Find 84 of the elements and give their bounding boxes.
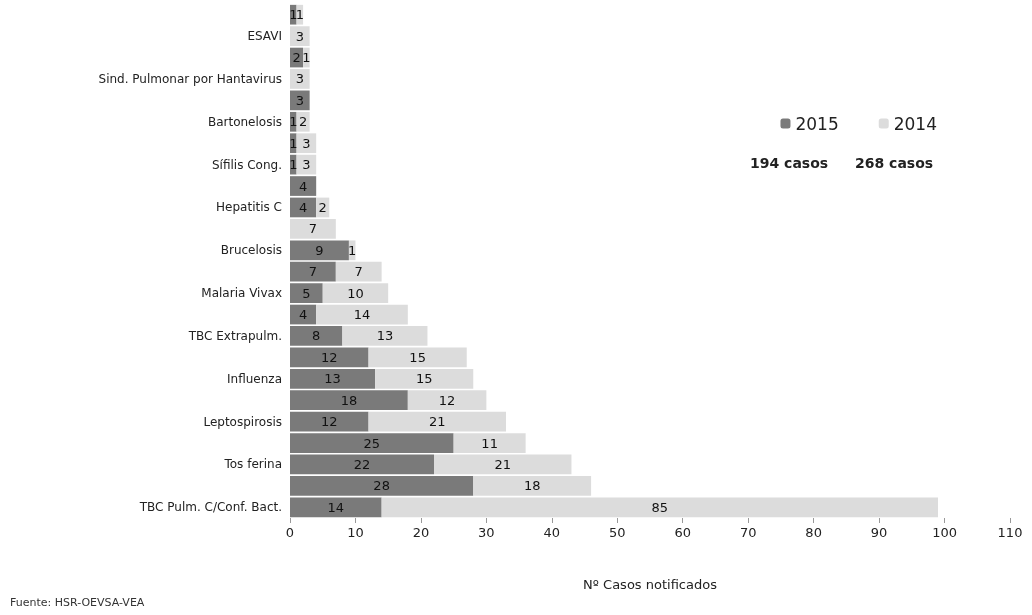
y-tick-label: Sind. Pulmonar por Hantavirus	[98, 71, 282, 86]
x-tick-label: 80	[805, 525, 822, 540]
data-label: 28	[373, 478, 390, 494]
bar	[453, 433, 526, 453]
x-tick-label: 100	[932, 525, 957, 540]
x-tick-label: 60	[674, 525, 691, 540]
data-label: 13	[324, 371, 341, 387]
data-label: 13	[376, 328, 394, 344]
bar	[290, 219, 336, 239]
bar	[290, 240, 349, 261]
data-label: 1	[348, 242, 357, 258]
bar	[290, 69, 310, 89]
x-tick-label: 40	[543, 525, 561, 540]
y-tick-label: Malaria Vivax	[201, 286, 282, 301]
x-tick-label: 70	[739, 525, 757, 540]
y-tick-label: Leptospirosis	[203, 414, 282, 429]
data-label: 2	[298, 114, 308, 130]
x-tick-label: 30	[478, 525, 495, 540]
bar	[368, 411, 506, 432]
data-label: 12	[321, 349, 338, 365]
bar	[434, 454, 572, 475]
x-axis-title: Nº Casos notificados	[583, 577, 718, 592]
data-label: 3	[302, 135, 311, 151]
data-label: 3	[302, 157, 311, 173]
data-label: 15	[415, 371, 433, 387]
x-tick-label: 10	[347, 525, 364, 540]
y-tick-label: Sífilis Cong.	[211, 157, 282, 172]
x-tick-label: 90	[870, 525, 888, 540]
source-note: Fuente: HSR-OEVSA-VEA	[10, 596, 145, 609]
data-label: 4	[298, 178, 308, 194]
bar	[290, 433, 454, 453]
annotation: 194 casos	[750, 155, 829, 171]
data-label: 7	[308, 264, 318, 280]
y-tick-label: Hepatitis C	[216, 200, 282, 215]
data-label: 14	[353, 307, 371, 323]
data-label: 1	[302, 50, 311, 66]
legend-label: 2014	[893, 113, 937, 134]
y-tick-label: Brucelosis	[220, 243, 282, 258]
data-label: 18	[523, 478, 541, 494]
data-label: 14	[327, 499, 345, 515]
bar	[290, 454, 434, 475]
bar	[290, 347, 369, 368]
data-label: 7	[354, 264, 363, 280]
y-tick-label: TBC Extrapulm.	[187, 328, 282, 343]
data-label: 7	[308, 221, 318, 237]
data-label: 9	[315, 242, 324, 258]
data-label: 5	[302, 285, 311, 301]
data-label: 8	[312, 328, 321, 344]
bar	[368, 347, 467, 368]
data-label: 85	[651, 499, 669, 515]
bar	[290, 411, 369, 432]
data-label: 21	[494, 456, 511, 472]
x-tick-label: 20	[412, 525, 430, 540]
data-label: 3	[295, 92, 304, 108]
data-label: 3	[295, 28, 304, 44]
data-label: 1	[295, 7, 304, 23]
data-label: 25	[363, 435, 381, 451]
y-tick-label: ESAVI	[247, 29, 282, 44]
data-label: 15	[409, 349, 426, 365]
bar	[290, 326, 343, 346]
data-label: 22	[353, 456, 371, 472]
legend-label: 2015	[795, 113, 839, 134]
data-label: 3	[295, 71, 304, 87]
y-tick-label: Tos ferina	[223, 457, 282, 472]
y-tick-label: TBC Pulm. C/Conf. Bact.	[138, 500, 282, 515]
data-label: 2	[292, 50, 301, 66]
data-label: 4	[298, 307, 308, 323]
data-label: 18	[340, 392, 358, 408]
data-label: 12	[321, 414, 338, 430]
data-label: 4	[298, 199, 308, 215]
x-tick-label: 50	[609, 525, 626, 540]
data-label: 2	[318, 199, 327, 215]
data-label: 12	[438, 392, 456, 408]
x-tick-label: 110	[997, 525, 1023, 540]
bar	[316, 304, 408, 325]
y-tick-label: Bartonelosis	[207, 114, 282, 129]
data-label: 21	[429, 414, 446, 430]
bar	[290, 176, 317, 196]
bar	[342, 326, 428, 346]
y-tick-label: Influenza	[227, 371, 282, 386]
data-label: 10	[347, 285, 364, 301]
annotation: 268 casos	[855, 155, 934, 171]
x-tick-label: 0	[285, 525, 295, 540]
data-label: 11	[481, 435, 498, 451]
